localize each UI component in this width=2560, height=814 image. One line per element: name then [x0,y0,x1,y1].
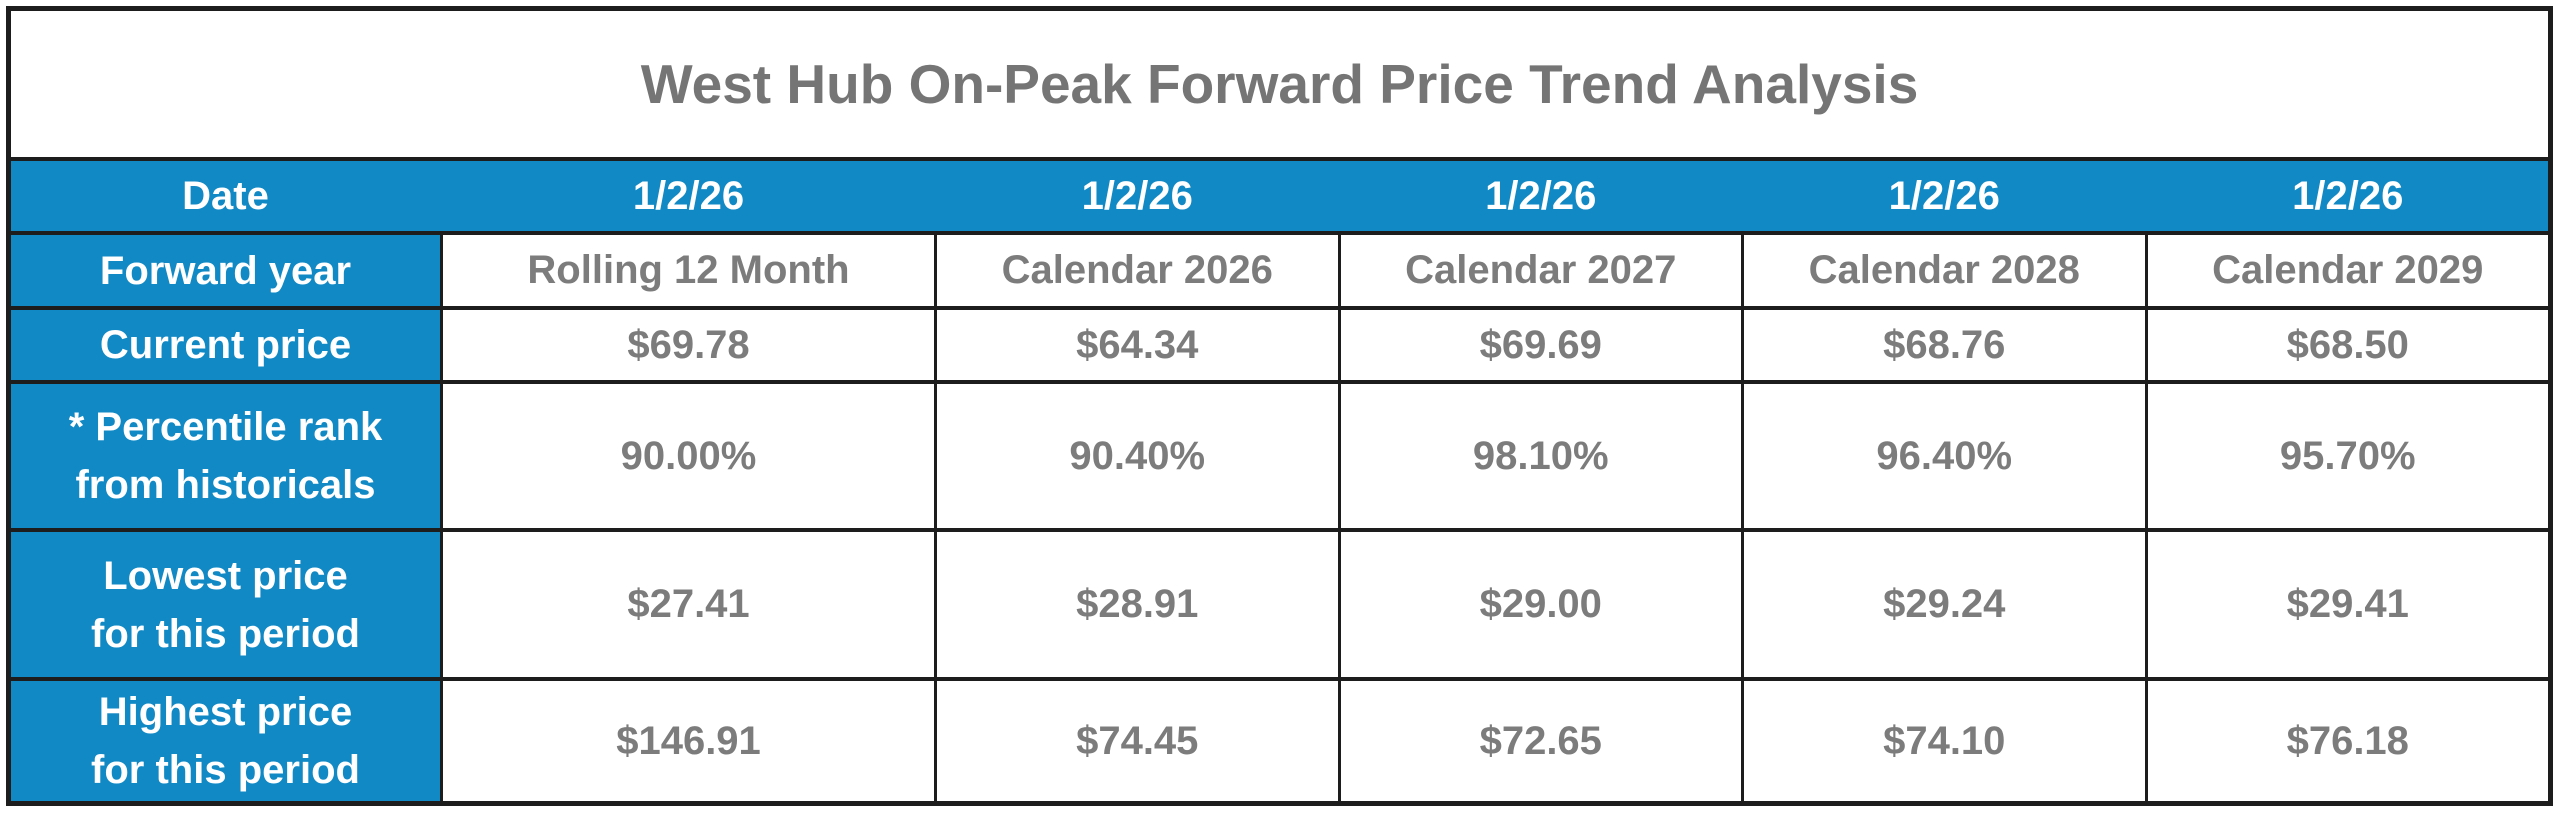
forward-year-col-1: Rolling 12 Month [443,235,934,306]
forward-year-col-3: Calendar 2027 [1340,235,1741,306]
date-value-col-5: 1/2/26 [2292,173,2404,218]
lowest-price-col-3: $29.00 [1340,532,1741,677]
price-trend-table: West Hub On-Peak Forward Price Trend Ana… [6,6,2553,806]
row-label-line: Highest price [98,690,353,734]
table-title-cell: West Hub On-Peak Forward Price Trend Ana… [11,11,2548,157]
row-label-lowest-price: Lowest price for this period [11,532,440,677]
date-value-col-3: 1/2/26 [1485,173,1597,218]
percentile-rank-col-3: 98.10% [1340,384,1741,528]
highest-price-col-5: $76.18 [2147,681,2548,801]
current-price-col-4: $68.76 [1744,310,2145,380]
row-label-line: from historicals [75,463,376,507]
current-price-col-3: $69.69 [1340,310,1741,380]
forward-year-col-5: Calendar 2029 [2147,235,2548,306]
date-header-row: Date 1/2/26 1/2/26 1/2/26 1/2/26 1/2/26 [11,161,2548,231]
highest-price-col-4: $74.10 [1744,681,2145,801]
percentile-rank-col-5: 95.70% [2147,384,2548,528]
row-label-line: * Percentile rank [68,405,383,449]
date-value-col-1: 1/2/26 [632,173,745,218]
highest-price-col-2: $74.45 [937,681,1338,801]
table-title: West Hub On-Peak Forward Price Trend Ana… [640,53,1919,115]
row-label-current-price: Current price [11,310,440,380]
row-label-line: for this period [91,748,360,792]
row-label-line: for this period [91,611,360,656]
lowest-price-col-5: $29.41 [2147,532,2548,677]
row-label-line: Current price [99,323,352,367]
percentile-rank-col-4: 96.40% [1744,384,2145,528]
current-price-col-1: $69.78 [443,310,934,380]
percentile-rank-col-1: 90.00% [443,384,934,528]
row-label-line: Forward year [99,248,352,293]
row-label-line: Lowest price [103,553,348,598]
forward-year-col-4: Calendar 2028 [1744,235,2145,306]
date-value-col-2: 1/2/26 [1081,173,1193,218]
date-row-label: Date [182,173,269,218]
forward-year-col-2: Calendar 2026 [937,235,1338,306]
lowest-price-col-4: $29.24 [1744,532,2145,677]
current-price-col-2: $64.34 [937,310,1338,380]
row-label-highest-price: Highest price for this period [11,681,440,801]
percentile-rank-col-2: 90.40% [937,384,1338,528]
current-price-col-5: $68.50 [2147,310,2548,380]
row-label-percentile-rank: * Percentile rank from historicals [11,384,440,528]
highest-price-col-1: $146.91 [443,681,934,801]
lowest-price-col-2: $28.91 [937,532,1338,677]
row-label-forward-year: Forward year [11,235,440,306]
lowest-price-col-1: $27.41 [443,532,934,677]
date-value-col-4: 1/2/26 [1888,173,2000,218]
highest-price-col-3: $72.65 [1340,681,1741,801]
